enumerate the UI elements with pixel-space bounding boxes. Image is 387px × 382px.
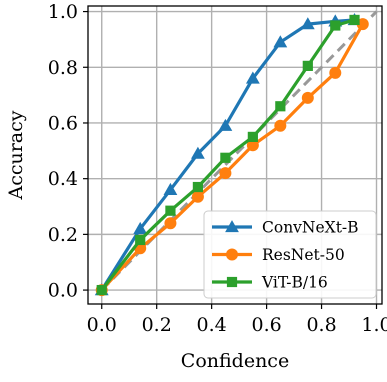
data-point-resnet-50 xyxy=(219,167,232,180)
data-point-vit-b-16 xyxy=(135,234,146,246)
data-point-vit-b-16 xyxy=(330,20,341,31)
data-point-resnet-50 xyxy=(329,66,342,79)
legend-item-vit-b-16: ViT-B/16 xyxy=(212,274,328,292)
series-line-convnext-b xyxy=(100,18,355,291)
data-point-convnext-b xyxy=(300,17,315,30)
data-point-vit-b-16 xyxy=(349,14,360,26)
x-tick-label: 0.8 xyxy=(306,314,336,336)
legend: ConvNeXt-B ResNet-50 ViT-B/16 xyxy=(203,210,377,299)
y-tick-label: 0.0 xyxy=(48,280,78,302)
x-tick-label: 0.0 xyxy=(87,314,117,336)
data-point-vit-b-16 xyxy=(302,60,313,71)
data-point-resnet-50 xyxy=(164,217,177,230)
data-point-resnet-50 xyxy=(191,190,204,203)
data-point-convnext-b xyxy=(245,71,260,84)
axes-layer xyxy=(87,5,383,305)
data-point-convnext-b xyxy=(163,182,178,195)
data-point-vit-b-16 xyxy=(275,101,286,112)
y-axis-label: Accuracy xyxy=(5,110,27,200)
data-point-convnext-b xyxy=(133,221,148,234)
x-tick-label: 0.2 xyxy=(142,314,172,336)
x-axis-label: Confidence xyxy=(181,350,289,372)
series-line-vit-b-16 xyxy=(100,18,355,292)
series-layer xyxy=(94,13,369,297)
grid-layer xyxy=(88,6,382,304)
x-tick-label: 1.0 xyxy=(361,314,387,336)
data-point-vit-b-16 xyxy=(220,152,231,163)
x-tick-label: 0.6 xyxy=(251,314,281,336)
legend-marker-resnet-50 xyxy=(226,248,238,261)
legend-label-resnet-50: ResNet-50 xyxy=(262,246,345,264)
y-tick-label: 1.0 xyxy=(48,1,78,23)
series-vit-b-16 xyxy=(96,14,360,296)
ticks-layer: 0.0 0.2 0.4 0.6 0.8 1.0 0.0 0.2 0.4 0.6 0.8 1.0 xyxy=(48,1,387,336)
data-point-resnet-50 xyxy=(274,119,287,132)
data-point-resnet-50 xyxy=(356,18,369,31)
y-tick-label: 0.8 xyxy=(48,57,78,79)
legend-label-convnext-b: ConvNeXt-B xyxy=(262,219,359,237)
y-tick-label: 0.4 xyxy=(48,168,78,190)
data-point-vit-b-16 xyxy=(247,131,258,142)
y-tick-label: 0.6 xyxy=(48,112,78,134)
legend-label-vit-b-16: ViT-B/16 xyxy=(261,274,328,292)
data-point-vit-b-16 xyxy=(192,181,204,193)
data-point-convnext-b xyxy=(218,118,233,131)
series-resnet-50 xyxy=(95,18,369,297)
legend-marker-vit-b-16 xyxy=(226,276,238,288)
legend-item-resnet-50: ResNet-50 xyxy=(212,246,345,264)
data-point-convnext-b xyxy=(273,35,288,48)
data-point-convnext-b xyxy=(191,146,205,159)
legend-box xyxy=(203,210,377,299)
legend-marker-convnext-b xyxy=(225,220,239,233)
data-point-vit-b-16 xyxy=(96,284,107,296)
data-point-vit-b-16 xyxy=(165,205,176,216)
data-point-resnet-50 xyxy=(301,91,314,104)
legend-item-convnext-b: ConvNeXt-B xyxy=(212,219,359,237)
plot-frame xyxy=(87,5,383,305)
x-tick-label: 0.4 xyxy=(197,314,227,336)
series-line-resnet-50 xyxy=(100,23,365,292)
y-tick-label: 0.2 xyxy=(48,224,78,246)
data-point-resnet-50 xyxy=(246,139,259,152)
